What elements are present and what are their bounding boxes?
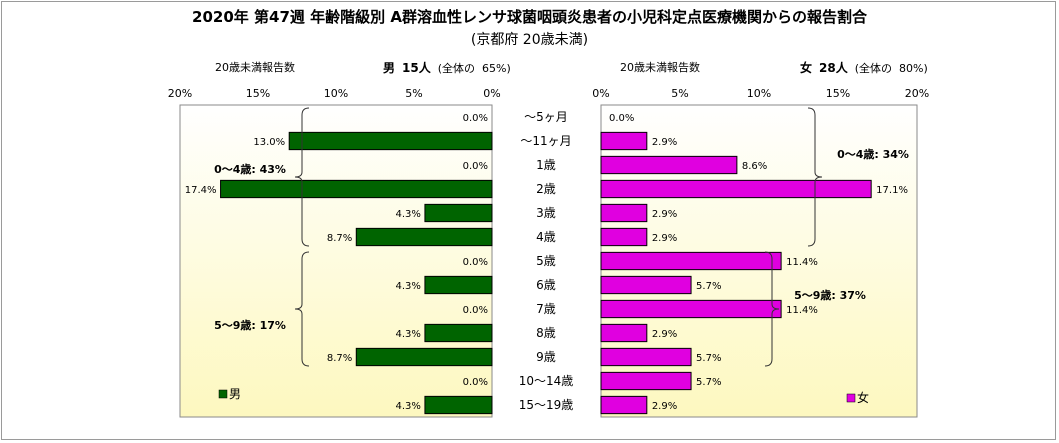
category-label: 15～19歳 <box>519 398 574 412</box>
male-data-label: 8.7% <box>327 353 352 364</box>
male-bar <box>424 395 493 415</box>
female-data-label: 2.9% <box>652 401 677 412</box>
right-bracket-5-9 <box>764 251 780 367</box>
male-bar <box>288 131 493 151</box>
male-data-label: 4.3% <box>396 281 421 292</box>
right-gender-summary: 女 28人 (全体の 80%) <box>800 59 928 76</box>
right-count: 28人 <box>819 61 848 75</box>
category-label: 7歳 <box>536 302 556 316</box>
left-gender-summary: 男 15人 (全体の 65%) <box>383 59 511 76</box>
female-data-label: 0.0% <box>609 113 634 124</box>
male-data-label: 4.3% <box>396 401 421 412</box>
female-data-label: 2.9% <box>652 137 677 148</box>
left-axis-tick-label: 20% <box>168 87 192 100</box>
left-count: 15人 <box>402 61 431 75</box>
male-data-label: 0.0% <box>463 377 488 388</box>
category-label: 9歳 <box>536 350 556 364</box>
male-bar <box>424 323 493 343</box>
female-bar <box>600 323 648 343</box>
category-label: 8歳 <box>536 326 556 340</box>
right-axis-tick-label: 10% <box>747 87 771 100</box>
legend-female-swatch <box>846 393 856 403</box>
right-group-label-0-4: 0～4歳: 34% <box>837 147 909 161</box>
right-caption: 20歳未満報告数 <box>620 61 700 74</box>
female-bar <box>600 203 648 223</box>
category-label: 3歳 <box>536 206 556 220</box>
left-gender: 男 <box>383 61 396 75</box>
female-bar <box>600 347 692 367</box>
category-label: 2歳 <box>536 182 556 196</box>
male-data-label: 17.4% <box>185 185 217 196</box>
left-group-label-0-4: 0～4歳: 43% <box>214 162 286 176</box>
female-data-label: 5.7% <box>696 281 721 292</box>
legend-male-label: 男 <box>229 387 241 401</box>
category-label: 1歳 <box>536 158 556 172</box>
female-bar <box>600 131 648 151</box>
left-caption: 20歳未満報告数 <box>215 61 295 74</box>
female-data-label: 5.7% <box>696 377 721 388</box>
left-share-value: 65%) <box>482 62 511 75</box>
male-data-label: 8.7% <box>327 233 352 244</box>
right-share-value: 80%) <box>899 62 928 75</box>
right-axis-tick-label: 15% <box>826 87 850 100</box>
left-plot-area <box>179 104 493 418</box>
female-data-label: 2.9% <box>652 233 677 244</box>
male-data-label: 0.0% <box>463 305 488 316</box>
male-bar <box>355 347 493 367</box>
female-bar <box>600 155 738 175</box>
left-axis-tick-label: 5% <box>405 87 422 100</box>
female-bar <box>600 179 872 199</box>
right-axis-tick-label: 0% <box>592 87 609 100</box>
male-bar <box>220 179 493 199</box>
male-data-label: 4.3% <box>396 329 421 340</box>
male-bar <box>424 203 493 223</box>
female-data-label: 17.1% <box>876 185 908 196</box>
female-data-label: 2.9% <box>652 329 677 340</box>
chart-subtitle: (京都府 20歳未満) <box>470 32 589 48</box>
legend-male-swatch <box>218 389 228 399</box>
male-data-label: 4.3% <box>396 209 421 220</box>
female-bar <box>600 371 692 391</box>
left-axis-tick-label: 0% <box>483 87 500 100</box>
category-label: ～11ヶ月 <box>520 134 571 148</box>
category-label: ～5ヶ月 <box>524 110 568 124</box>
category-label: 10～14歳 <box>519 374 574 388</box>
female-data-label: 8.6% <box>742 161 767 172</box>
right-share-prefix: (全体の <box>854 62 893 75</box>
left-share-prefix: (全体の <box>437 62 476 75</box>
left-bracket-0-4 <box>294 107 310 247</box>
male-data-label: 13.0% <box>253 137 285 148</box>
left-axis-tick-label: 15% <box>246 87 270 100</box>
chart-title: 2020年 第47週 年齢階級別 A群溶血性レンサ球菌咽頭炎患者の小児科定点医療… <box>192 8 867 26</box>
male-bar <box>355 227 493 247</box>
female-bar <box>600 227 648 247</box>
female-bar <box>600 299 782 319</box>
female-data-label: 2.9% <box>652 209 677 220</box>
male-data-label: 0.0% <box>463 113 488 124</box>
category-label: 5歳 <box>536 254 556 268</box>
left-axis-tick-label: 10% <box>324 87 348 100</box>
left-group-label-5-9: 5～9歳: 17% <box>214 318 286 332</box>
female-bar <box>600 395 648 415</box>
left-bracket-5-9 <box>294 251 310 367</box>
male-data-label: 0.0% <box>463 161 488 172</box>
male-data-label: 0.0% <box>463 257 488 268</box>
female-bar <box>600 251 782 271</box>
male-bar <box>424 275 493 295</box>
right-gender: 女 <box>800 61 813 75</box>
category-label: 4歳 <box>536 230 556 244</box>
right-axis-tick-label: 5% <box>671 87 688 100</box>
category-label: 6歳 <box>536 278 556 292</box>
right-bracket-0-4 <box>807 107 823 247</box>
female-data-label: 11.4% <box>786 257 818 268</box>
female-data-label: 11.4% <box>786 305 818 316</box>
right-axis-tick-label: 20% <box>905 87 929 100</box>
female-bar <box>600 275 692 295</box>
legend-female-label: 女 <box>857 390 869 405</box>
right-group-label-5-9: 5～9歳: 37% <box>794 288 866 302</box>
female-data-label: 5.7% <box>696 353 721 364</box>
